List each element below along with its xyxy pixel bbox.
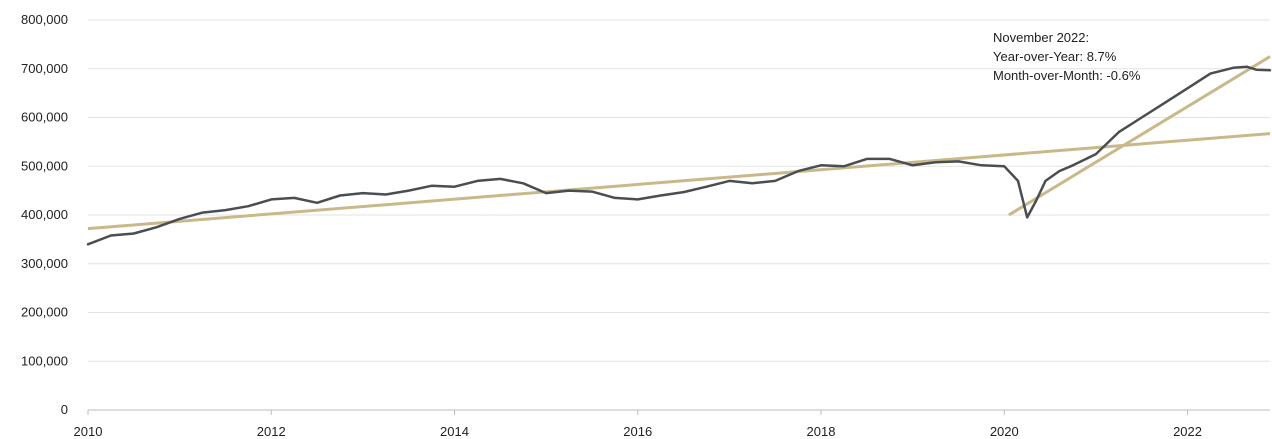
y-tick-label: 100,000 (21, 353, 68, 368)
x-tick-label: 2022 (1173, 424, 1202, 439)
series-line-1 (86, 65, 1272, 246)
annotation-line-2: Year-over-Year: 8.7% (993, 49, 1117, 64)
y-tick-label: 200,000 (21, 305, 68, 320)
y-tick-label: 300,000 (21, 256, 68, 271)
trendline-1 (87, 132, 1271, 231)
trendline-2 (1008, 55, 1271, 217)
x-tick-label: 2012 (257, 424, 286, 439)
annotation-line-1: November 2022: (993, 30, 1089, 45)
trendlines (87, 55, 1271, 231)
x-tick-label: 2010 (74, 424, 103, 439)
y-tick-label: 500,000 (21, 158, 68, 173)
series (86, 65, 1272, 246)
y-tick-label: 800,000 (21, 12, 68, 27)
x-tick-label: 2016 (623, 424, 652, 439)
annotation-line-3: Month-over-Month: -0.6% (993, 68, 1141, 83)
y-tick-label: 700,000 (21, 61, 68, 76)
y-tick-label: 600,000 (21, 110, 68, 125)
gridlines (88, 19, 1270, 362)
x-tick-label: 2018 (807, 424, 836, 439)
x-tick-label: 2020 (990, 424, 1019, 439)
axes (87, 409, 1270, 415)
y-tick-label: 400,000 (21, 207, 68, 222)
y-tick-label: 0 (61, 402, 68, 417)
tick-labels: 0 100,000 200,000 300,000 400,000 500,000 600,… (21, 12, 1202, 439)
x-tick-label: 2014 (440, 424, 469, 439)
